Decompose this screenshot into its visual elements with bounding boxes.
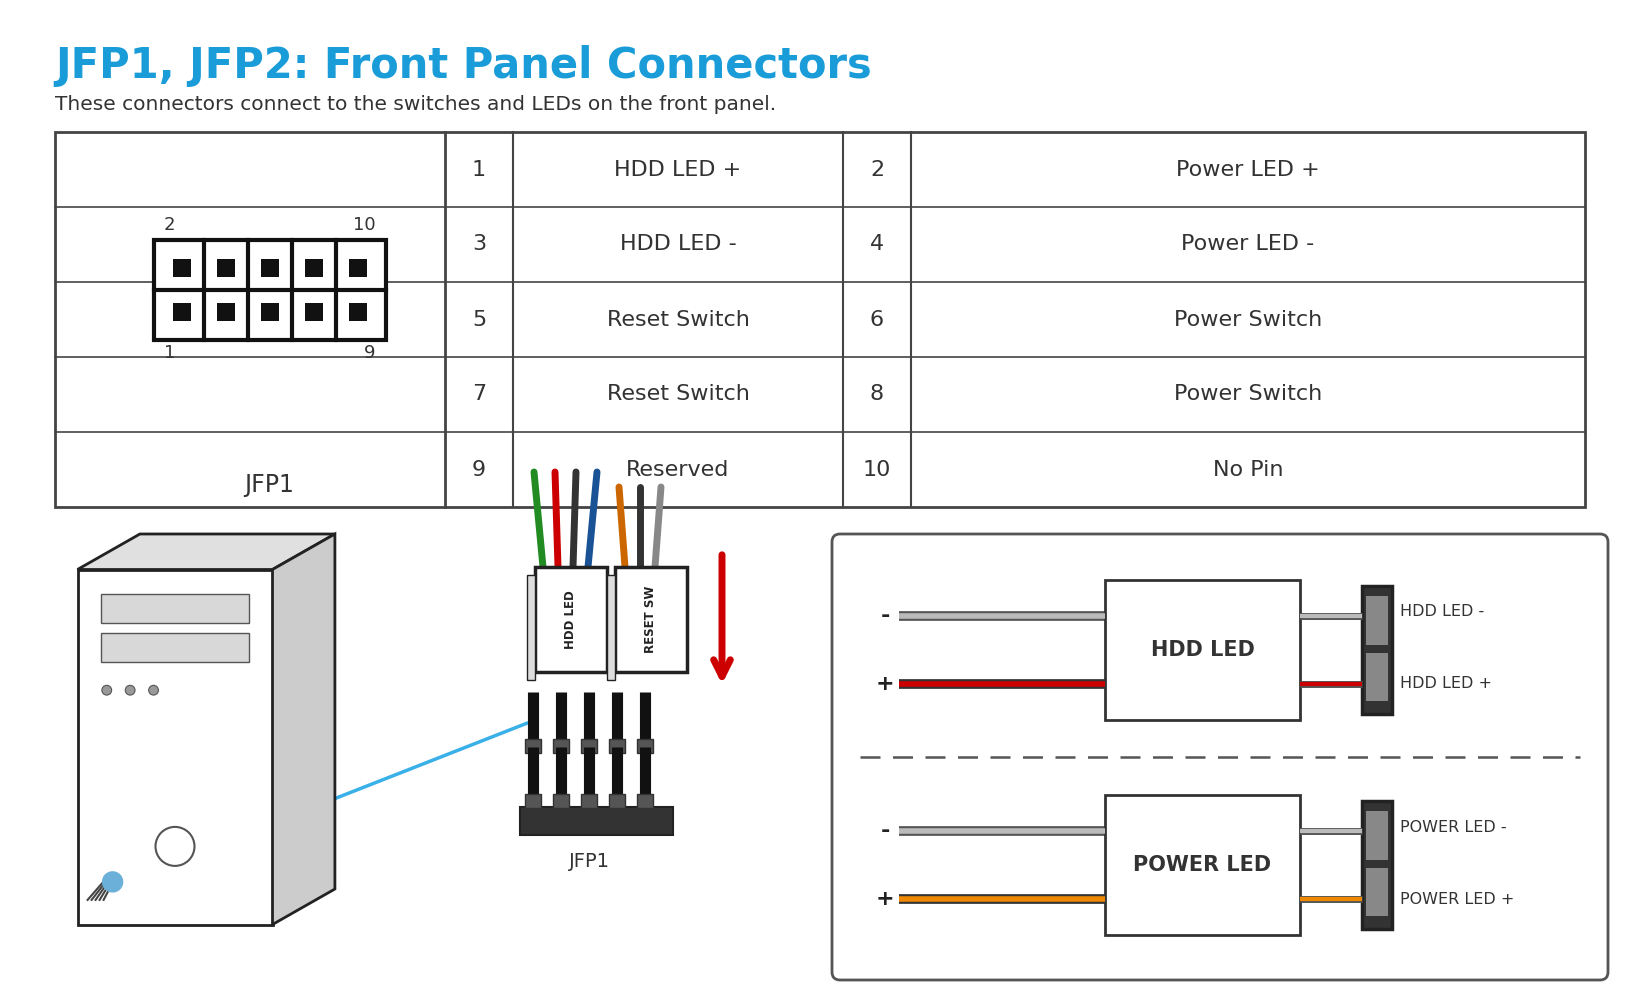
Bar — [637, 794, 653, 808]
Bar — [525, 794, 542, 808]
Bar — [535, 567, 607, 672]
Text: 8: 8 — [870, 384, 884, 404]
Bar — [1365, 653, 1388, 701]
Bar — [154, 239, 386, 340]
Bar — [100, 594, 249, 623]
Bar — [1365, 868, 1388, 916]
Bar — [217, 258, 235, 276]
Bar — [527, 575, 535, 680]
Bar — [1365, 811, 1388, 860]
Text: 1: 1 — [473, 159, 486, 180]
Text: POWER LED: POWER LED — [1134, 855, 1272, 875]
Bar — [581, 739, 597, 753]
Bar — [172, 302, 190, 320]
Text: 4: 4 — [870, 234, 884, 254]
Text: Reset Switch: Reset Switch — [607, 384, 750, 404]
Text: HDD LED +: HDD LED + — [1400, 676, 1492, 692]
Text: 9: 9 — [473, 460, 486, 480]
Text: 9: 9 — [364, 344, 376, 362]
Text: HDD LED +: HDD LED + — [614, 159, 742, 180]
Circle shape — [125, 685, 135, 695]
Bar — [348, 258, 366, 276]
Bar — [1104, 795, 1300, 935]
Text: 3: 3 — [473, 234, 486, 254]
Bar — [520, 807, 673, 835]
Text: 5: 5 — [473, 310, 486, 330]
Bar — [1104, 580, 1300, 720]
Bar — [525, 739, 542, 753]
Text: Reset Switch: Reset Switch — [607, 310, 750, 330]
Text: Power Switch: Power Switch — [1173, 310, 1323, 330]
Circle shape — [156, 827, 195, 866]
Text: These connectors connect to the switches and LEDs on the front panel.: These connectors connect to the switches… — [56, 95, 776, 114]
Text: 2: 2 — [870, 159, 884, 180]
Bar — [637, 739, 653, 753]
Polygon shape — [77, 534, 335, 570]
Text: RESET SW: RESET SW — [645, 586, 658, 653]
Text: 10: 10 — [863, 460, 891, 480]
Bar — [615, 567, 688, 672]
Bar — [1362, 801, 1392, 929]
FancyBboxPatch shape — [832, 534, 1608, 980]
Text: 7: 7 — [473, 384, 486, 404]
Text: 10: 10 — [353, 217, 376, 234]
Text: Power LED -: Power LED - — [1182, 234, 1314, 254]
Text: POWER LED -: POWER LED - — [1400, 820, 1506, 834]
Text: Power Switch: Power Switch — [1173, 384, 1323, 404]
Polygon shape — [77, 570, 272, 924]
Text: +: + — [876, 889, 894, 909]
Text: No Pin: No Pin — [1213, 460, 1283, 480]
Text: HDD LED: HDD LED — [1150, 640, 1254, 660]
Bar — [553, 794, 569, 808]
Bar — [445, 357, 1585, 432]
Bar — [581, 794, 597, 808]
Polygon shape — [272, 534, 335, 924]
Text: JFP1: JFP1 — [568, 852, 609, 871]
Bar — [261, 302, 279, 320]
Bar — [445, 207, 1585, 282]
Text: Power LED +: Power LED + — [1177, 159, 1319, 180]
Text: -: - — [880, 821, 889, 841]
Bar — [609, 739, 625, 753]
Circle shape — [103, 872, 123, 892]
Bar — [1365, 596, 1388, 645]
Text: +: + — [876, 674, 894, 694]
Bar — [261, 258, 279, 276]
Text: JFP1: JFP1 — [245, 473, 294, 497]
Text: HDD LED -: HDD LED - — [620, 234, 737, 254]
Bar — [609, 794, 625, 808]
Bar — [56, 132, 1585, 507]
Bar — [1362, 586, 1392, 714]
Bar — [305, 258, 323, 276]
Bar — [553, 739, 569, 753]
Bar — [217, 302, 235, 320]
Bar — [172, 258, 190, 276]
Text: HDD LED: HDD LED — [565, 590, 578, 649]
Text: 2: 2 — [164, 217, 176, 234]
Bar — [305, 302, 323, 320]
Bar — [348, 302, 366, 320]
Bar — [607, 575, 615, 680]
Bar — [100, 633, 249, 662]
Circle shape — [149, 685, 159, 695]
Text: -: - — [880, 606, 889, 626]
Text: HDD LED -: HDD LED - — [1400, 604, 1483, 619]
Text: POWER LED +: POWER LED + — [1400, 892, 1515, 906]
Text: JFP1, JFP2: Front Panel Connectors: JFP1, JFP2: Front Panel Connectors — [56, 45, 871, 87]
Text: Reserved: Reserved — [627, 460, 730, 480]
Circle shape — [102, 685, 112, 695]
Text: 6: 6 — [870, 310, 884, 330]
Text: 1: 1 — [164, 344, 176, 362]
